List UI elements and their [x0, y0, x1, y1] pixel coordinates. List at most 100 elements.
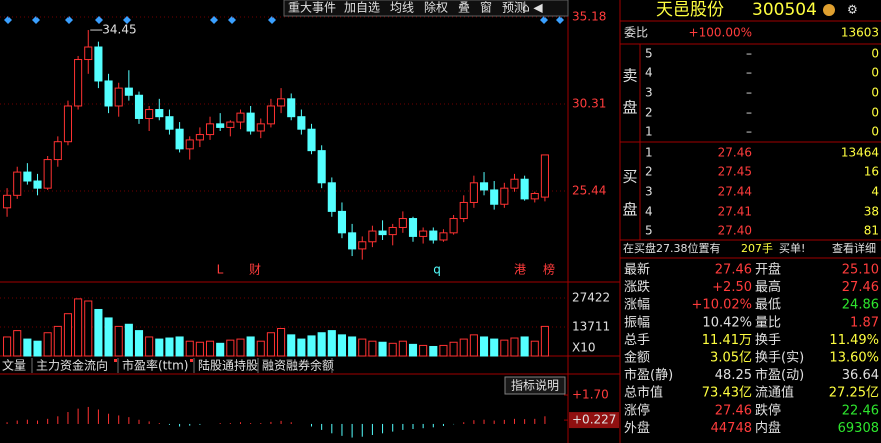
candle-body — [317, 150, 326, 184]
stat-label: 金额 — [624, 350, 650, 366]
stat-value: 10.42% — [702, 315, 752, 330]
stat-value: 11.41万 — [702, 333, 752, 348]
volume-bar — [53, 325, 62, 357]
candle-body — [256, 123, 265, 132]
event-label: L — [217, 263, 224, 277]
tab[interactable]: 文量 — [2, 358, 26, 373]
stat-value: 1.87 — [850, 315, 879, 330]
high-annotation: 34.45 — [102, 23, 136, 37]
stock-code: 300504 — [752, 0, 817, 20]
order-volume: 0 — [871, 66, 879, 80]
volume-bar — [388, 342, 397, 357]
volume-bar — [510, 337, 519, 357]
stat-value: 73.43亿 — [702, 386, 752, 401]
tab-marker — [114, 359, 117, 362]
toolbar-button[interactable]: 重大事件 — [288, 1, 336, 15]
order-level: 4 — [645, 66, 653, 80]
candle-body — [520, 178, 529, 200]
indicator-button[interactable] — [504, 376, 566, 395]
stat-label: 外盘 — [624, 420, 650, 436]
event-label: 榜 — [543, 262, 555, 277]
toolbar-button[interactable]: 加自选 — [344, 1, 380, 15]
toolbar-button[interactable]: 均线 — [390, 1, 414, 15]
indicator-button-label[interactable]: 指标说明 — [511, 378, 559, 393]
order-price: – — [746, 47, 752, 61]
candle-body — [419, 230, 428, 237]
stat-label: 总市值 — [624, 385, 663, 401]
stat-label: 最高 — [755, 279, 781, 295]
toolbar-button[interactable]: 叠 — [458, 1, 470, 15]
volume-bar — [307, 335, 316, 357]
volume-bar — [104, 317, 113, 357]
status-icon — [823, 4, 835, 16]
notice-link[interactable]: 查看详细 — [832, 241, 876, 255]
settings-icon[interactable]: ⚙ — [847, 3, 858, 17]
candle-body — [3, 194, 12, 209]
stat-label: 市盈(静) — [624, 367, 673, 383]
candle-body — [74, 59, 83, 107]
tab[interactable]: 市盈率(ttm) — [122, 358, 188, 373]
order-level: 3 — [645, 185, 653, 199]
stat-value: 27.25亿 — [829, 386, 879, 401]
toolbar-button[interactable]: 预测 — [502, 1, 526, 15]
order-price: 27.40 — [718, 224, 752, 238]
candle-body — [469, 182, 478, 203]
candle-body — [398, 218, 407, 228]
stat-value: 3.05亿 — [710, 351, 752, 366]
volume-bar — [287, 334, 296, 357]
stat-label: 市盈(动) — [755, 367, 804, 383]
volume-bar — [439, 344, 448, 357]
stat-label: 最低 — [755, 298, 781, 313]
candle-body — [388, 226, 397, 236]
candle-body — [155, 109, 164, 118]
stat-value: 25.10 — [842, 263, 879, 278]
stat-value: 13.60% — [829, 351, 879, 366]
stat-value: +2.50 — [712, 280, 752, 295]
volume-bar — [469, 334, 478, 357]
order-level: 1 — [645, 125, 653, 139]
volume-bar — [277, 328, 286, 357]
volume-bar — [348, 336, 357, 357]
stat-label: 开盘 — [755, 262, 781, 278]
volume-bar — [165, 337, 174, 357]
event-label: q — [433, 263, 441, 277]
candle-body — [53, 141, 62, 161]
candle-body — [205, 123, 215, 136]
volume-bar — [236, 338, 245, 357]
nav-arrows: ⌂ ◀ — [522, 1, 543, 15]
order-volume: 16 — [864, 165, 879, 179]
unit-label: X10 — [572, 341, 596, 355]
candle-body — [246, 112, 255, 132]
tab[interactable]: 主力资金流向 — [36, 358, 108, 373]
toolbar-button[interactable]: 窗 — [480, 1, 492, 15]
volume-bar — [500, 339, 509, 357]
candle-body — [124, 87, 133, 96]
volume-bar — [145, 336, 154, 357]
candle-body — [134, 94, 144, 119]
volume-bar — [297, 338, 306, 357]
toolbar-button[interactable]: 除权 — [424, 0, 448, 15]
order-level: 4 — [645, 205, 653, 219]
volume-bar — [317, 332, 326, 357]
candle-body — [449, 218, 458, 234]
volume-bar — [33, 340, 42, 357]
candle-body — [266, 105, 275, 125]
ratio-diff: 13603 — [841, 26, 879, 40]
side-label: 盘 — [622, 99, 637, 117]
candle-body — [358, 241, 367, 250]
candle-body — [500, 187, 509, 205]
candle-body — [327, 182, 336, 212]
order-volume: 0 — [871, 47, 879, 61]
order-price: 27.46 — [718, 146, 752, 160]
tab[interactable]: 融资融券余额 — [262, 358, 334, 373]
candle-body — [145, 109, 154, 119]
stat-label: 涨停 — [624, 402, 650, 418]
order-volume: 38 — [864, 205, 879, 219]
volume-bar — [23, 338, 32, 357]
candle-body — [479, 182, 489, 191]
order-volume: 4 — [871, 185, 879, 199]
toolbar — [283, 0, 569, 17]
tab[interactable]: 陆股通持股 — [198, 358, 258, 373]
stat-value: 11.49% — [829, 333, 879, 348]
ratio-value: +100.00% — [689, 26, 752, 40]
